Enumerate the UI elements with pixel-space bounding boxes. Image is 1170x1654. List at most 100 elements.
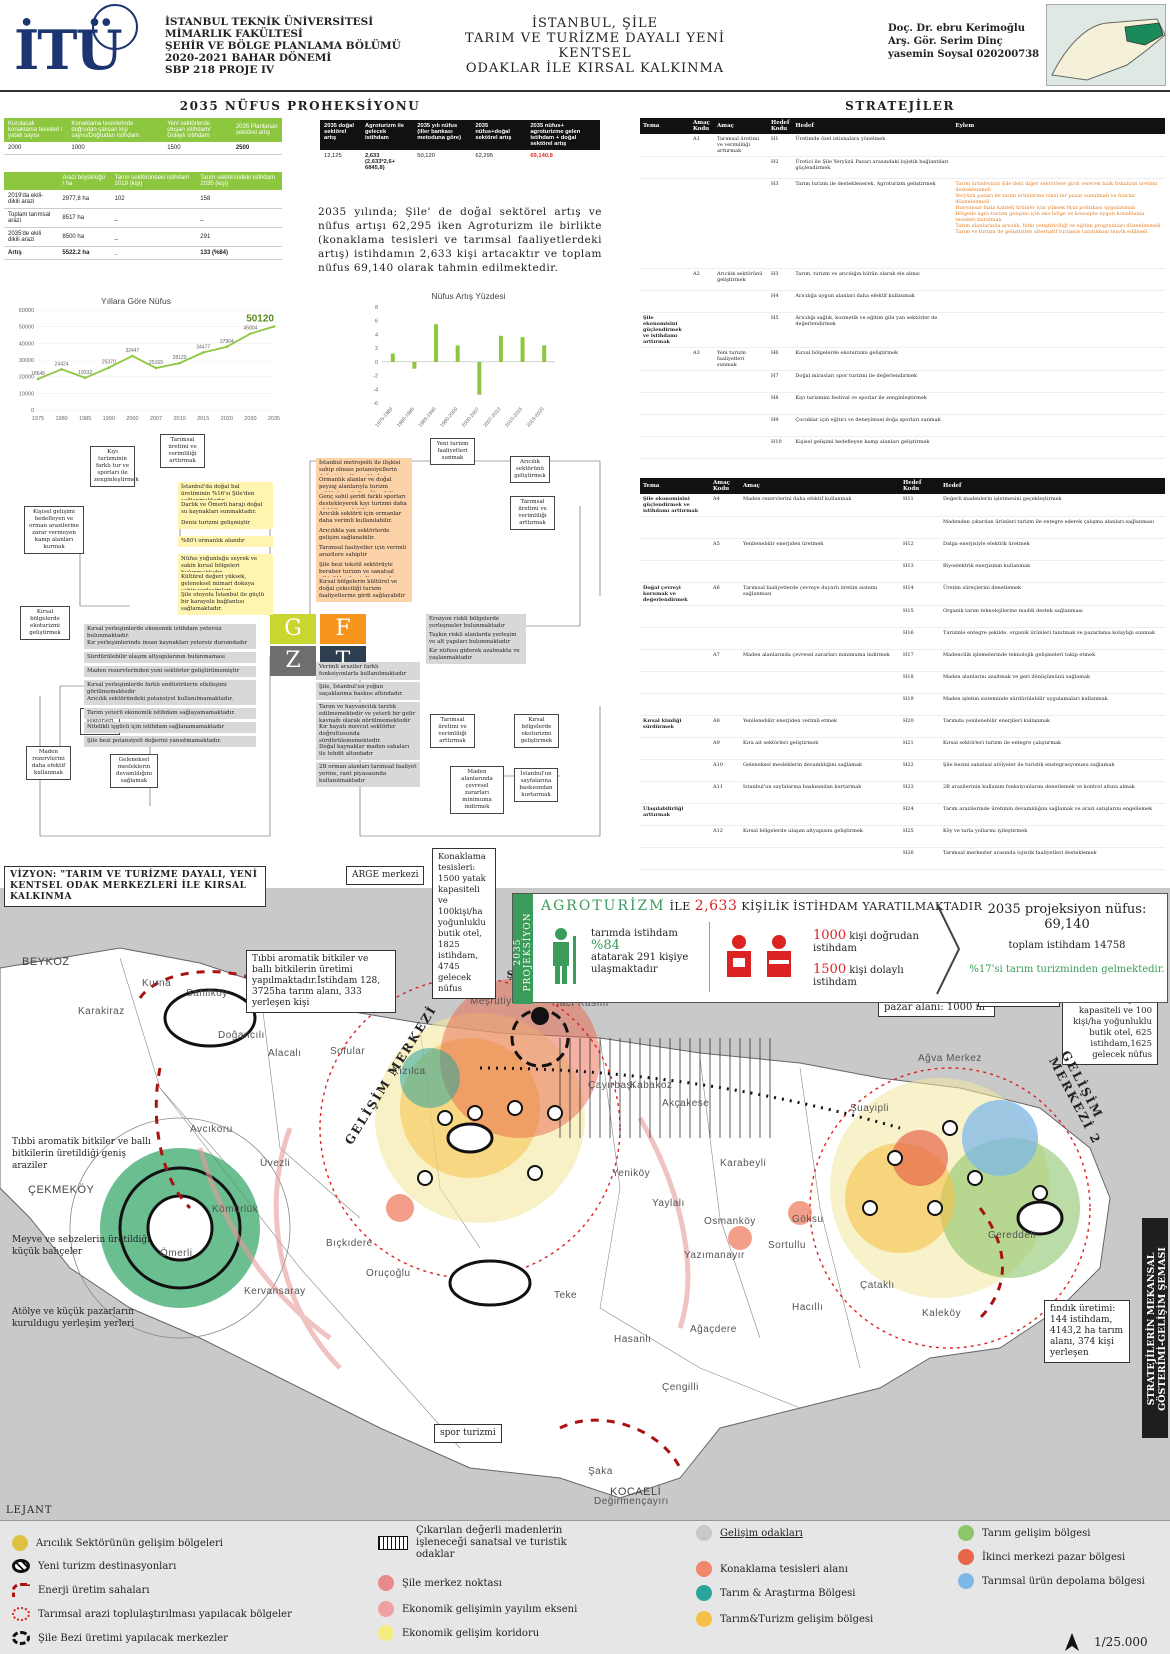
place-label: Ağva Merkez	[918, 1053, 982, 1064]
table-cell: Üretim süreçlerini denetlemek	[940, 582, 1165, 606]
table-cell: 158	[196, 190, 282, 209]
table-cell: 2000	[4, 142, 68, 155]
table-header: Konaklama tesislerinde doğrudan çalışan …	[67, 118, 164, 142]
table-header: Tema	[640, 478, 710, 494]
data-point	[225, 345, 229, 349]
indirect-employment: 1500 kişi dolaylı istihdam	[813, 963, 933, 989]
table-cell	[640, 759, 710, 782]
data-point	[249, 332, 252, 335]
table-cell	[640, 347, 690, 371]
table-cell: İstanbul'un sayfalarına baskısından kurt…	[740, 781, 900, 804]
data-point	[131, 354, 134, 358]
workers-icon	[727, 935, 791, 977]
table-header: Amaç Kodu	[690, 118, 714, 134]
legend-symbol-icon	[958, 1525, 974, 1541]
side-title-line: GÖSTERİMİ-GELİŞİM ŞEMASI	[1157, 1247, 1168, 1411]
agro-farm-text: tarımda istihdam %84 atatarak 291 kişiye…	[591, 928, 691, 976]
action-cell	[952, 436, 1165, 459]
table-cell	[640, 134, 690, 157]
legend-item: Çıkarılan değerli madenlerin işleneceği …	[378, 1525, 586, 1561]
table-cell: 50,120	[417, 153, 435, 159]
agro-title-pre: AGROTURİZM	[541, 898, 666, 914]
table-header: Hedef	[792, 118, 953, 134]
growth-bar-chart: -6 -4 -2 0 2 4 6 8 1975-1980 1980-1985 1985-1990 19…	[373, 291, 555, 429]
table-cell: H1	[768, 134, 793, 157]
projection-heading: 2035 NÜFUS PROHEKSİYONU	[179, 99, 421, 113]
table-cell: Tarımda yenilenebilir enerjileri kullanm…	[940, 715, 1165, 738]
author-line: Doç. Dr. ebru Kerimoğlu	[888, 23, 1025, 34]
place-label: Karabeyli	[720, 1158, 767, 1169]
table-cell: Tarımsal faaliyetlerde çevreye duyarlı ü…	[740, 582, 900, 606]
table-cell	[640, 392, 690, 415]
left-note: Atölye ve küçük pazarların kuruldugu yer…	[12, 1307, 135, 1329]
table-cell: H3	[768, 178, 793, 269]
table-cell: A7	[710, 649, 740, 672]
place-label: Değirmençayırı	[594, 1496, 669, 1507]
y-tick-label: 10000	[19, 391, 34, 397]
table-cell: Yeni turizm faaliyetleri sunmak	[714, 347, 768, 371]
table-cell: 2977,8 ha	[58, 190, 111, 209]
table-cell: Toplam tarımsal arazi	[4, 208, 59, 228]
table-row: 2035'de ekili dikili arazi 8500 ha _ 291	[4, 227, 282, 247]
place-label: Yazımanayır	[684, 1250, 745, 1261]
table-cell: 69,140,8	[530, 153, 553, 159]
swot-item: Verimli araziler farklı fonksiyonlarla k…	[316, 662, 420, 680]
strategies-heading: STRATEJİLER	[845, 99, 955, 113]
swot-z-box: Z	[270, 646, 316, 676]
table-cell	[710, 847, 740, 870]
x-tick-label: 1975	[32, 416, 44, 422]
table-cell: Biyoelektrik enerjisinin kullanmak	[940, 560, 1165, 583]
table-cell: H23	[900, 781, 940, 804]
x-tick-label: 2000-2007	[461, 406, 481, 428]
legend-item: Ekonomik gelişim koridoru	[378, 1625, 539, 1641]
title-line: TARIM VE TURİZME DAYALI YENİ KENTSEL	[465, 31, 725, 61]
place-label: Sofular	[330, 1046, 366, 1057]
legend-symbol-icon	[12, 1535, 28, 1551]
place-label: Çataklı	[860, 1280, 895, 1291]
swot-outer-box: Arıcılık sektörünü geliştirmek	[510, 456, 550, 483]
legend-label: Arıcılık Sektörünün gelişim bölgeleri	[36, 1537, 223, 1549]
chart-title: Nüfus Artış Yüzdesi	[431, 291, 505, 301]
table-cell	[640, 178, 690, 269]
table-cell	[740, 516, 900, 539]
side-title-line: STRATEJİLERİN MEKANSAL	[1146, 1252, 1157, 1406]
swot-outer-box: Tarımsal üretimi ve verimliliği arttırma…	[430, 714, 475, 748]
table-cell: 2500	[231, 142, 282, 155]
projection-summary: 2035 projeksiyon nüfus: 69,140	[987, 902, 1147, 932]
table-cell	[640, 516, 710, 539]
bar	[390, 353, 395, 362]
place-label: Ömerli	[160, 1248, 193, 1259]
north-arrow-icon	[1065, 1633, 1079, 1651]
school-line: 2020-2021 BAHAR DÖNEMİ	[165, 52, 332, 64]
table-cell	[714, 312, 768, 348]
legend-symbol-icon	[378, 1536, 408, 1550]
table-cell: H9	[768, 414, 793, 437]
table-header: Tarım sektöründeki istihdam 2019 (kişi)	[110, 172, 197, 190]
swot-item: Tarım yeterli ekonomik istihdam sağlayam…	[84, 708, 256, 719]
place-label: Yeniköy	[612, 1168, 651, 1179]
table-row: H10 Kişisel gelişimi hedefleyen kamp alan…	[640, 436, 1165, 459]
table-cell	[690, 178, 714, 269]
strategy-table-1-body: A1 Tarımsal üretimi ve verimliliği arttır…	[640, 134, 1165, 459]
minimap-svg	[1051, 18, 1166, 81]
x-tick-label: 1985-1990	[418, 406, 438, 428]
legend-symbol-icon	[378, 1601, 394, 1617]
swot-outer-box: Maden alanlarında çevresel zararları min…	[450, 766, 504, 814]
table-cell: H10	[768, 436, 793, 459]
x-tick-label: 2010-2015	[504, 406, 524, 428]
swot-item: Taşkın riskli alanlarda yerleşim ve alt …	[426, 630, 526, 648]
table-header: 2035 nüfus+ agroturizme gelen istihdam +…	[526, 120, 600, 150]
table-cell: H15	[900, 605, 940, 628]
table-cell: Organik tarım teknolojilerine maddi dest…	[940, 605, 1165, 628]
table-cell: H4	[768, 290, 793, 313]
table-cell: Dalga enerjisiyle elektrik üretmek	[940, 538, 1165, 561]
legend-symbol-icon	[12, 1631, 30, 1645]
swot-item: Maden rezervlerinden yeni sektörler geli…	[84, 666, 256, 677]
swot-outer-box: Maden rezervlerini daha efektif kullanma…	[26, 746, 71, 780]
table-cell	[714, 370, 768, 393]
legend-symbol-icon	[696, 1585, 712, 1601]
legend-label: Ekonomik gelişim koridoru	[402, 1627, 540, 1639]
table-cell: Şile ekonomisini güçlendirmek ve istihda…	[640, 494, 710, 517]
indirect-text: kişi dolaylı istihdam	[813, 965, 904, 988]
place-label: Kızılca	[392, 1066, 426, 1077]
